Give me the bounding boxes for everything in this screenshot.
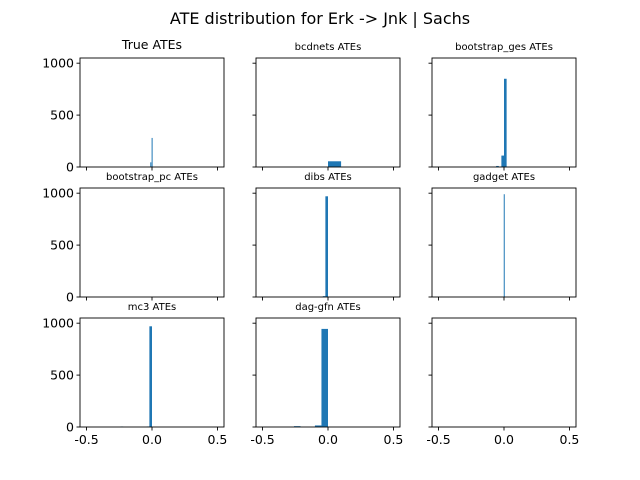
- histogram-bar: [325, 196, 328, 297]
- y-tick-label: 500: [50, 368, 74, 383]
- y-tick-label: 1000: [42, 316, 74, 331]
- subplot-2: bcdnets ATEs: [252, 42, 401, 171]
- subplot-title: bootstrap_pc ATEs: [106, 172, 198, 183]
- subplot-3: bootstrap_ges ATEs: [428, 42, 577, 171]
- x-tick-label: 0.5: [560, 432, 580, 447]
- histogram-bar: [503, 194, 505, 297]
- subplot-6: gadget ATEs: [428, 172, 577, 301]
- y-tick-label: 0: [66, 290, 74, 305]
- x-tick-label: -0.5: [426, 432, 450, 447]
- subplot-1: 0 500 1000 True ATEs: [42, 37, 225, 175]
- histogram-bar: [328, 161, 342, 167]
- histogram-bar: [504, 78, 507, 167]
- y-tick-label: 1000: [42, 56, 74, 71]
- y-tick-label: 1000: [42, 186, 74, 201]
- x-tick-label: 0.0: [142, 432, 162, 447]
- histogram-bar: [321, 328, 328, 427]
- subplot-8: -0.5 0.0 0.5 dag-gfn ATEs: [250, 302, 403, 447]
- subplot-title: bootstrap_ges ATEs: [455, 42, 553, 53]
- subplot-9: -0.5 0.0 0.5: [426, 317, 580, 447]
- histogram-bar: [150, 162, 152, 167]
- y-tick-label: 500: [50, 108, 74, 123]
- y-tick-label: 500: [50, 238, 74, 253]
- subplot-title: gadget ATEs: [473, 172, 535, 183]
- y-tick-label: 0: [66, 420, 74, 435]
- y-tick-label: 0: [66, 160, 74, 175]
- subplot-title: bcdnets ATEs: [295, 42, 362, 53]
- x-tick-label: 0.0: [494, 432, 514, 447]
- figure-title: ATE distribution for Erk -> Jnk | Sachs: [170, 9, 470, 28]
- histogram-bar: [501, 155, 504, 167]
- x-tick-label: -0.5: [250, 432, 274, 447]
- subplot-title: dag-gfn ATEs: [295, 302, 361, 313]
- histogram-bar: [314, 425, 322, 427]
- x-tick-label: 0.5: [208, 432, 228, 447]
- histogram-bar: [151, 137, 153, 167]
- subplot-title: mc3 ATEs: [128, 302, 176, 313]
- subplot-7: 0 500 1000 -0.5 0.0 0.5 mc3 ATEs: [42, 302, 227, 447]
- subplot-title: dibs ATEs: [304, 172, 352, 183]
- histogram-bar: [496, 165, 499, 167]
- subplot-grid: 0 500 1000 True ATEs bcdnets ATEs bootstrap_g…: [42, 37, 579, 447]
- subplot-4: 0 500 1000 bootstrap_pc ATEs: [42, 172, 225, 305]
- x-tick-label: 0.5: [384, 432, 404, 447]
- histogram-bar: [149, 326, 152, 427]
- subplot-5: dibs ATEs: [252, 172, 401, 301]
- x-tick-label: 0.0: [318, 432, 338, 447]
- subplot-title: True ATEs: [121, 37, 182, 52]
- x-tick-label: -0.5: [74, 432, 98, 447]
